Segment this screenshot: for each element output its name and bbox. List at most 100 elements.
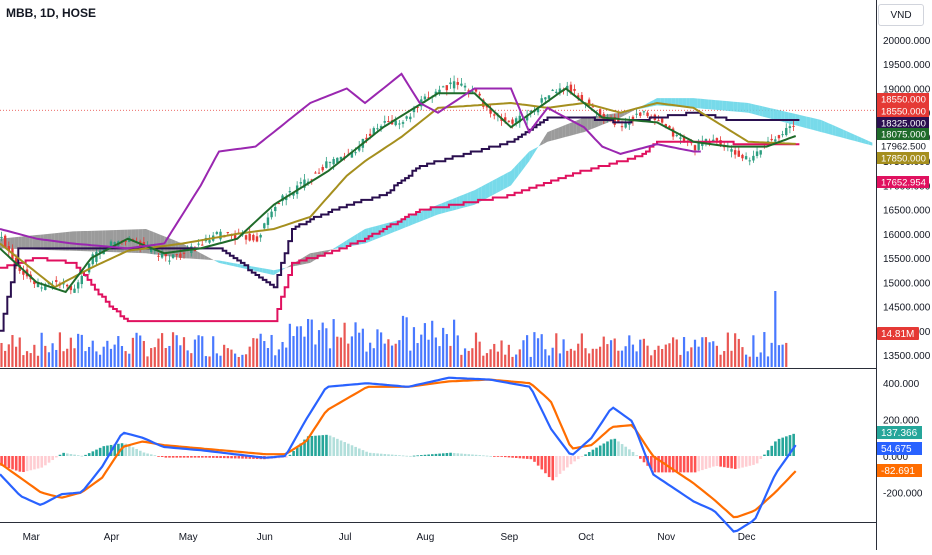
cloud-segment [467,191,471,207]
volume-bar [117,336,120,367]
macd-histogram-bar [314,435,317,456]
volume-bar [401,315,405,367]
volume-bar [234,353,237,367]
candle-body [226,232,229,234]
cloud-segment [496,176,501,194]
volume-bar [325,328,328,367]
cloud-segment [730,101,734,112]
volume-bar [445,334,448,367]
macd-histogram-bar [117,443,120,456]
macd-histogram-bar [394,454,398,456]
candle-body [741,154,744,159]
cloud-segment [748,103,752,114]
macd-histogram-bar [142,452,146,456]
cloud-segment [503,172,508,190]
volume-bar [485,353,489,367]
macd-histogram-bar [58,454,62,456]
volume-bar [606,344,609,367]
candle-body [310,179,313,181]
price-label-text: 17962.500 [881,142,926,153]
macd-histogram-bar [686,456,690,473]
cloud-segment [708,99,712,110]
volume-bar [500,340,503,367]
volume-bar [562,339,565,367]
macd-histogram-bar [306,436,310,456]
candle-body [219,231,222,240]
volume-bar [193,339,197,367]
candle-body [36,283,40,288]
price-tick-label: 15500.000 [883,254,931,265]
macd-histogram-bar [139,450,142,456]
macd-histogram-bar [25,456,29,472]
candle-body [328,161,332,163]
volume-bar [277,349,280,367]
candle-body [755,151,759,156]
volume-bar [106,340,109,367]
macd-histogram-bar [759,456,763,460]
symbol-title[interactable]: MBB, 1D, HOSE [6,6,97,20]
macd-histogram-bar [569,456,573,465]
price-tick-label: 16000.000 [883,230,931,241]
macd-histogram-bar [617,441,620,456]
candle-body [80,275,83,285]
candle-body [712,139,715,142]
volume-bar [420,334,423,367]
volume-bar [307,319,310,367]
volume-bar [69,337,72,367]
macd-histogram-bar [496,456,500,457]
cloud-segment [514,163,519,181]
macd-histogram-bar [511,456,514,458]
macd-histogram-bar [792,433,795,456]
volume-bar [317,330,321,367]
candle-body [179,253,182,258]
macd-tick-label: 0.000 [883,452,908,463]
volume-bar [745,354,748,367]
macd-histogram-bar [606,441,609,456]
candle-body [478,93,481,96]
macd-histogram-bar [504,456,507,458]
volume-bar [712,341,715,367]
cloud-segment [722,100,727,111]
candle-body [737,150,740,157]
volume-bar [504,354,507,367]
volume-bar [237,356,240,367]
macd-histogram-bar [22,456,25,473]
cloud-segment [536,143,541,150]
macd-histogram-bar [609,439,613,456]
macd-label-box [877,442,922,455]
candle-body [744,156,748,160]
cloud-segment [744,102,749,113]
cloud-segment [219,260,223,264]
candle-body [591,106,594,108]
cloud-segment [208,257,212,261]
candle-body [529,110,532,113]
candle-body [693,145,697,151]
cloud-segment [788,112,793,125]
cloud-segment [799,114,803,128]
candle-body [730,149,733,152]
volume-bar [33,344,36,367]
cloud-segment [726,101,730,112]
macd-histogram-bar [525,456,529,459]
macd-histogram-bar [237,456,241,459]
volume-bar [58,332,61,367]
macd-label-text: 54.675 [881,444,912,455]
candle-body [208,240,211,243]
volume-bar [591,348,594,367]
cloud-segment [773,108,778,121]
volume-bar [719,354,722,367]
volume-bar [383,343,386,367]
macd-histogram-bar [33,456,36,470]
macd-histogram-bar [354,446,357,456]
volume-bar [653,349,656,367]
volume-bar [463,348,467,367]
currency-button[interactable]: VND [878,4,924,26]
candle-body [73,288,76,293]
cloud-segment [233,263,238,267]
macd-histogram-bar [639,456,642,459]
candle-body [62,283,65,285]
macd-histogram-bar [193,456,197,458]
cloud-segment [733,101,738,112]
volume-bar [774,291,777,367]
cloud-segment [259,267,263,273]
